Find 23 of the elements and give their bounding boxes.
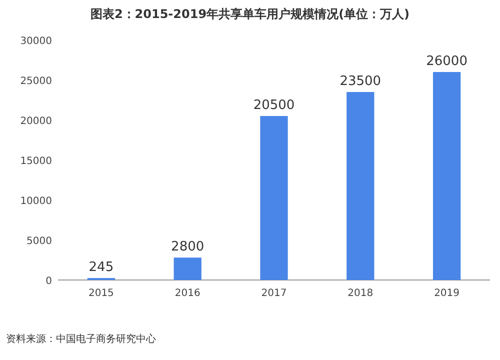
bar [346, 92, 374, 280]
data-label: 26000 [426, 54, 468, 69]
bar [432, 72, 461, 280]
data-label: 20500 [253, 98, 295, 113]
y-tick-label: 25000 [20, 76, 52, 87]
bar [174, 258, 202, 280]
y-tick-label: 0 [46, 276, 52, 287]
x-tick-label: 2015 [88, 288, 114, 299]
text: 资料来源：中国电子商务研究中心 [6, 333, 156, 345]
bar [260, 116, 288, 280]
data-label: 2800 [171, 240, 204, 255]
x-tick-label: 2016 [174, 288, 200, 299]
y-tick-label: 10000 [20, 196, 52, 207]
x-tick-label: 2017 [261, 288, 287, 299]
y-tick-label: 5000 [26, 236, 52, 247]
x-tick-label: 2018 [348, 288, 374, 299]
y-tick-label: 15000 [20, 156, 52, 167]
chart-title: 图表2：2015-2019年共享单车用户规模情况(单位：万人) [90, 7, 410, 21]
y-tick-label: 20000 [20, 116, 52, 127]
data-label: 245 [88, 260, 114, 276]
x-tick-label: 2019 [434, 288, 460, 299]
data-label: 23500 [340, 74, 382, 89]
y-tick-label: 30000 [20, 36, 52, 47]
